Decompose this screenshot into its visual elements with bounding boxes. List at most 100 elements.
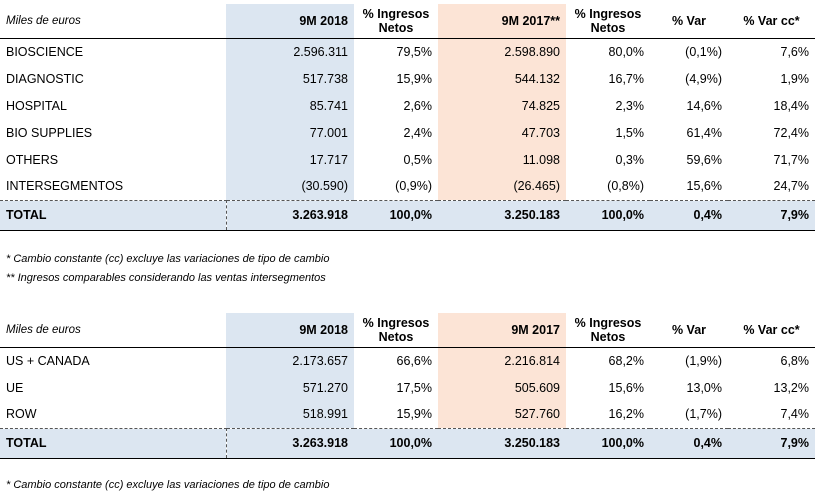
col-header-pct-var-cc: % Var cc* xyxy=(728,313,815,348)
cell-var-cc: 24,7% xyxy=(773,179,809,194)
col-header-pct-ingresos-2018: % Ingresos Netos xyxy=(354,313,438,348)
cell-9m-2017: 2.216.814 xyxy=(438,347,566,374)
footnote-cc-2: * Cambio constante (cc) excluye las vari… xyxy=(6,479,330,491)
cell-pct-2018: 0,5% xyxy=(403,152,433,167)
table-row: BIO SUPPLIES 77.001 2,4% 47.703 1,5% 61,… xyxy=(0,119,815,146)
row-label: US + CANADA xyxy=(6,353,90,368)
cell-var-cc: 7,4% xyxy=(780,407,810,422)
table-row: INTERSEGMENTOS (30.590) (0,9%) (26.465) … xyxy=(0,173,815,200)
revenue-by-segment-table: Miles de euros 9M 2018 % Ingresos Netos … xyxy=(0,4,815,231)
cell-var-cc: 72,4% xyxy=(773,125,809,140)
total-var-cc: 7,9% xyxy=(728,427,815,459)
total-var: 0,4% xyxy=(650,427,728,459)
table-row: HOSPITAL 85.741 2,6% 74.825 2,3% 14,6% 1… xyxy=(0,92,815,119)
cell-9m-2018: 517.738 xyxy=(226,65,354,92)
total-pct-2017: 100,0% xyxy=(566,199,650,231)
cell-var: 61,4% xyxy=(686,125,722,140)
row-label: ROW xyxy=(6,407,37,422)
cell-9m-2017: 544.132 xyxy=(438,65,566,92)
table-header-row: Miles de euros 9M 2018 % Ingresos Netos … xyxy=(0,4,815,39)
cell-9m-2017: 505.609 xyxy=(438,374,566,401)
cell-pct-2018: 2,6% xyxy=(403,98,433,113)
cell-var-cc: 7,6% xyxy=(780,44,810,59)
total-row: TOTAL 3.263.918 100,0% 3.250.183 100,0% … xyxy=(0,199,815,231)
cell-pct-2017: 1,5% xyxy=(615,125,645,140)
cell-pct-2017: (0,8%) xyxy=(607,179,644,194)
cell-var: (1,9%) xyxy=(685,353,722,368)
cell-pct-2017: 16,7% xyxy=(608,71,644,86)
total-var-cc: 7,9% xyxy=(728,199,815,231)
total-9m-2017: 3.250.183 xyxy=(438,427,566,459)
row-label: DIAGNOSTIC xyxy=(6,71,84,86)
cell-9m-2017: (26.465) xyxy=(438,173,566,200)
cell-pct-2018: 15,9% xyxy=(396,407,432,422)
total-pct-2018: 100,0% xyxy=(354,199,438,231)
cell-pct-2017: 2,3% xyxy=(615,98,645,113)
total-label: TOTAL xyxy=(0,427,227,459)
total-row: TOTAL 3.263.918 100,0% 3.250.183 100,0% … xyxy=(0,427,815,459)
cell-var-cc: 6,8% xyxy=(780,353,810,368)
cell-9m-2018: 2.173.657 xyxy=(226,347,354,374)
col-header-9m-2018: 9M 2018 xyxy=(226,4,354,39)
cell-9m-2017: 74.825 xyxy=(438,92,566,119)
cell-9m-2018: 2.596.311 xyxy=(226,38,354,65)
table-row: BIOSCIENCE 2.596.311 79,5% 2.598.890 80,… xyxy=(0,38,815,65)
cell-9m-2018: 571.270 xyxy=(226,374,354,401)
cell-pct-2017: 15,6% xyxy=(608,380,644,395)
cell-var: (4,9%) xyxy=(685,71,722,86)
col-header-pct-var-cc: % Var cc* xyxy=(728,4,815,39)
total-9m-2018: 3.263.918 xyxy=(226,427,354,459)
cell-var: 14,6% xyxy=(686,98,722,113)
cell-9m-2017: 2.598.890 xyxy=(438,38,566,65)
cell-pct-2017: 80,0% xyxy=(608,44,644,59)
cell-var: 59,6% xyxy=(686,152,722,167)
cell-9m-2018: 17.717 xyxy=(226,146,354,173)
table-row: US + CANADA 2.173.657 66,6% 2.216.814 68… xyxy=(0,347,815,374)
cell-9m-2018: 85.741 xyxy=(226,92,354,119)
col-header-9m-2018: 9M 2018 xyxy=(226,313,354,348)
cell-9m-2017: 47.703 xyxy=(438,119,566,146)
cell-9m-2018: 518.991 xyxy=(226,401,354,428)
cell-pct-2017: 0,3% xyxy=(615,152,645,167)
unit-label: Miles de euros xyxy=(0,4,226,39)
unit-label: Miles de euros xyxy=(0,313,226,348)
cell-pct-2017: 16,2% xyxy=(608,407,644,422)
footnote-intersegment: ** Ingresos comparables considerando las… xyxy=(6,272,326,284)
cell-pct-2018: 66,6% xyxy=(396,353,432,368)
total-pct-2017: 100,0% xyxy=(566,427,650,459)
table-header-row: Miles de euros 9M 2018 % Ingresos Netos … xyxy=(0,313,815,348)
total-var: 0,4% xyxy=(650,199,728,231)
col-header-pct-ingresos-2018: % Ingresos Netos xyxy=(354,4,438,39)
total-9m-2017: 3.250.183 xyxy=(438,199,566,231)
cell-pct-2018: 79,5% xyxy=(396,44,432,59)
cell-var-cc: 71,7% xyxy=(773,152,809,167)
revenue-by-region-table: Miles de euros 9M 2018 % Ingresos Netos … xyxy=(0,313,815,459)
cell-9m-2018: 77.001 xyxy=(226,119,354,146)
row-label: HOSPITAL xyxy=(6,98,67,113)
footnote-cc: * Cambio constante (cc) excluye las vari… xyxy=(6,253,330,265)
cell-var-cc: 1,9% xyxy=(780,71,810,86)
total-label: TOTAL xyxy=(0,199,227,231)
cell-var: 15,6% xyxy=(686,179,722,194)
col-header-pct-var: % Var xyxy=(650,4,728,39)
cell-var-cc: 18,4% xyxy=(773,98,809,113)
row-label: BIO SUPPLIES xyxy=(6,125,93,140)
cell-9m-2017: 527.760 xyxy=(438,401,566,428)
table-row: DIAGNOSTIC 517.738 15,9% 544.132 16,7% (… xyxy=(0,65,815,92)
cell-pct-2018: 15,9% xyxy=(396,71,432,86)
row-label: UE xyxy=(6,380,24,395)
cell-pct-2018: 2,4% xyxy=(403,125,433,140)
col-header-pct-ingresos-2017: % Ingresos Netos xyxy=(566,4,650,39)
table-row: OTHERS 17.717 0,5% 11.098 0,3% 59,6% 71,… xyxy=(0,146,815,173)
cell-var: 13,0% xyxy=(686,380,722,395)
col-header-pct-ingresos-2017: % Ingresos Netos xyxy=(566,313,650,348)
cell-var: (1,7%) xyxy=(685,407,722,422)
table-row: ROW 518.991 15,9% 527.760 16,2% (1,7%) 7… xyxy=(0,401,815,428)
cell-9m-2018: (30.590) xyxy=(226,173,354,200)
cell-pct-2018: 17,5% xyxy=(396,380,432,395)
row-label: INTERSEGMENTOS xyxy=(6,179,124,194)
row-label: OTHERS xyxy=(6,152,59,167)
col-header-pct-var: % Var xyxy=(650,313,728,348)
cell-pct-2017: 68,2% xyxy=(608,353,644,368)
total-9m-2018: 3.263.918 xyxy=(226,199,354,231)
